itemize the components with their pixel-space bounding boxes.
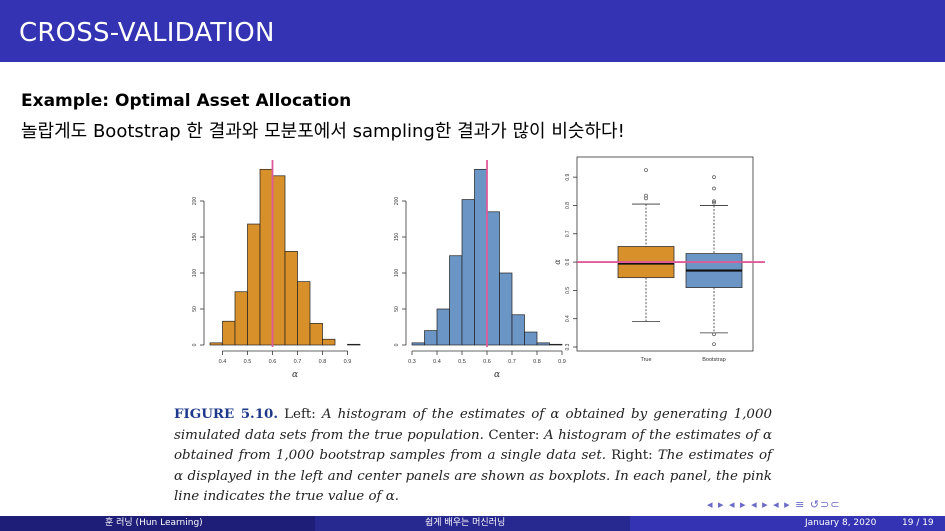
left-hist-ytick-label-3: 150 bbox=[192, 233, 198, 242]
left-hist-xtick-label-4: 0.8 bbox=[319, 359, 327, 365]
left-hist-bar-9 bbox=[322, 338, 336, 346]
footer-author: 훈 러닝 (Hun Learning) bbox=[105, 518, 203, 528]
left-hist-bar-4 bbox=[259, 168, 273, 346]
left-hist-xlabel: α bbox=[292, 370, 298, 380]
boxplot-ytick-label-6: 0.9 bbox=[565, 173, 571, 180]
center-hist-bar-5 bbox=[474, 168, 488, 346]
center-hist-bar-9 bbox=[524, 331, 538, 346]
figure-5-10: 0 50 100 150 200 0.4 0.5 0.6 0.7 0.8 0.9 α 0 50 100 150… bbox=[192, 156, 765, 380]
boxplot-ytick-label-5: 0.8 bbox=[565, 202, 571, 209]
boxplot-bootstrap-outlier-0 bbox=[712, 342, 716, 347]
center-hist-xtick-label-1: 0.4 bbox=[433, 359, 441, 365]
center-hist-ytick-label-0: 0 bbox=[394, 343, 400, 346]
footer-course: 쉽게 배우는 머신러닝 bbox=[425, 518, 506, 528]
center-hist-bar-4 bbox=[461, 199, 475, 346]
left-hist-bar-5 bbox=[272, 175, 286, 346]
footer-course-section: 쉽게 배우는 머신러닝 bbox=[315, 516, 630, 531]
caption-part-left: Left: bbox=[284, 407, 322, 422]
slide-title: CROSS-VALIDATION bbox=[19, 18, 275, 48]
left-hist-xtick-label-2: 0.6 bbox=[269, 359, 277, 365]
example-heading: Example: Optimal Asset Allocation bbox=[21, 91, 352, 111]
center-hist-bar-3 bbox=[449, 255, 463, 346]
boxplot-bootstrap-outlier-3 bbox=[712, 199, 716, 204]
slide-subtitle: 놀랍게도 Bootstrap 한 결과와 모분포에서 sampling한 결과가… bbox=[21, 121, 625, 142]
boxplot-ytick-label-0: 0.3 bbox=[565, 343, 571, 350]
boxplot-ytick-label-1: 0.4 bbox=[565, 315, 571, 322]
left-hist-ytick-label-0: 0 bbox=[192, 343, 198, 346]
boxplot-bootstrap-outlier-5 bbox=[712, 175, 716, 180]
center-hist-xtick-label-6: 0.9 bbox=[558, 359, 566, 365]
footer-page-number: 19 / 19 bbox=[902, 518, 934, 528]
center-hist-bar-8 bbox=[511, 314, 525, 346]
boxplot-bootstrap-outlier-1 bbox=[712, 332, 716, 337]
boxplot-ytick-label-3: 0.6 bbox=[565, 258, 571, 265]
left-hist-bar-7 bbox=[297, 281, 311, 346]
left-hist-xtick-label-3: 0.7 bbox=[294, 359, 302, 365]
center-hist-ytick-label-4: 200 bbox=[394, 197, 400, 206]
center-hist-xtick-label-5: 0.8 bbox=[533, 359, 541, 365]
center-hist-xtick-label-0: 0.3 bbox=[408, 359, 416, 365]
left-hist-bar-3 bbox=[247, 223, 261, 346]
boxplot-bootstrap-outlier-2 bbox=[712, 200, 716, 205]
boxplot-bootstrap-outlier-4 bbox=[712, 186, 716, 191]
left-hist-ytick-label-1: 50 bbox=[192, 306, 198, 312]
caption-center-text: A histogram of the estimates of α obtain… bbox=[174, 427, 772, 464]
center-hist-xtick-label-4: 0.7 bbox=[508, 359, 516, 365]
caption-right-text: The estimates of α displayed in the left… bbox=[174, 448, 772, 504]
caption-part-center: Center: bbox=[483, 427, 544, 443]
left-hist-bar-11 bbox=[347, 343, 361, 346]
boxplot-true-outlier-1 bbox=[644, 193, 648, 198]
center-hist-bar-7 bbox=[499, 272, 513, 346]
center-hist-xtick-label-3: 0.6 bbox=[483, 359, 491, 365]
center-hist-bar-6 bbox=[486, 211, 500, 346]
caption-left-text: A histogram of the estimates of α obtain… bbox=[174, 407, 772, 443]
center-hist-xlabel: α bbox=[494, 370, 500, 380]
left-hist-xtick-label-0: 0.4 bbox=[219, 359, 227, 365]
center-hist-ytick-label-1: 50 bbox=[394, 306, 400, 312]
center-hist-ytick-label-3: 150 bbox=[394, 233, 400, 242]
title-bar: CROSS-VALIDATION bbox=[0, 0, 945, 62]
center-hist-bar-1 bbox=[424, 330, 438, 346]
boxplot-ytick-label-4: 0.7 bbox=[565, 230, 571, 237]
boxplot-ytick-label-2: 0.5 bbox=[565, 287, 571, 294]
center-hist-ytick-label-2: 100 bbox=[394, 269, 400, 278]
left-hist-ytick-label-2: 100 bbox=[192, 269, 198, 278]
left-hist-bar-6 bbox=[284, 251, 298, 346]
left-hist-xtick-label-1: 0.5 bbox=[244, 359, 252, 365]
center-hist-bar-11 bbox=[549, 343, 563, 346]
footer-bar: 훈 러닝 (Hun Learning) 쉽게 배우는 머신러닝 January … bbox=[0, 516, 945, 531]
center-hist-bar-10 bbox=[536, 342, 550, 346]
boxplot-true-outlier-2 bbox=[644, 168, 648, 172]
beamer-navigation-icons[interactable]: ◂ ▸ ◂ ▸ ◂ ▸ ◂ ▸ ≡ ↺⊃⊂ bbox=[707, 498, 841, 511]
footer-author-section: 훈 러닝 (Hun Learning) bbox=[0, 516, 315, 531]
footer-date-section: January 8, 2020 19 / 19 bbox=[630, 516, 945, 531]
boxplot-bootstrap-category-label: Bootstrap bbox=[702, 357, 726, 363]
boxplot-true-category-label: True bbox=[640, 357, 651, 363]
left-hist-bar-2 bbox=[234, 291, 248, 346]
left-hist-xtick-label-5: 0.9 bbox=[344, 359, 352, 365]
left-hist-ytick-label-4: 200 bbox=[192, 197, 198, 206]
center-hist-bar-2 bbox=[436, 308, 450, 346]
left-hist-bar-8 bbox=[309, 323, 323, 346]
left-hist-bar-0 bbox=[209, 342, 223, 346]
footer-date: January 8, 2020 bbox=[805, 518, 877, 528]
figure-caption: FIGURE 5.10. Left: A histogram of the es… bbox=[174, 404, 772, 508]
boxplot-frame bbox=[576, 156, 754, 352]
left-hist-bar-1 bbox=[222, 320, 236, 346]
boxplot-ylabel: α bbox=[553, 259, 562, 265]
caption-part-right: Right: bbox=[605, 448, 658, 463]
caption-figure-label: FIGURE 5.10. bbox=[174, 406, 279, 422]
center-hist-xtick-label-2: 0.5 bbox=[458, 359, 466, 365]
center-hist-bar-0 bbox=[411, 342, 425, 346]
